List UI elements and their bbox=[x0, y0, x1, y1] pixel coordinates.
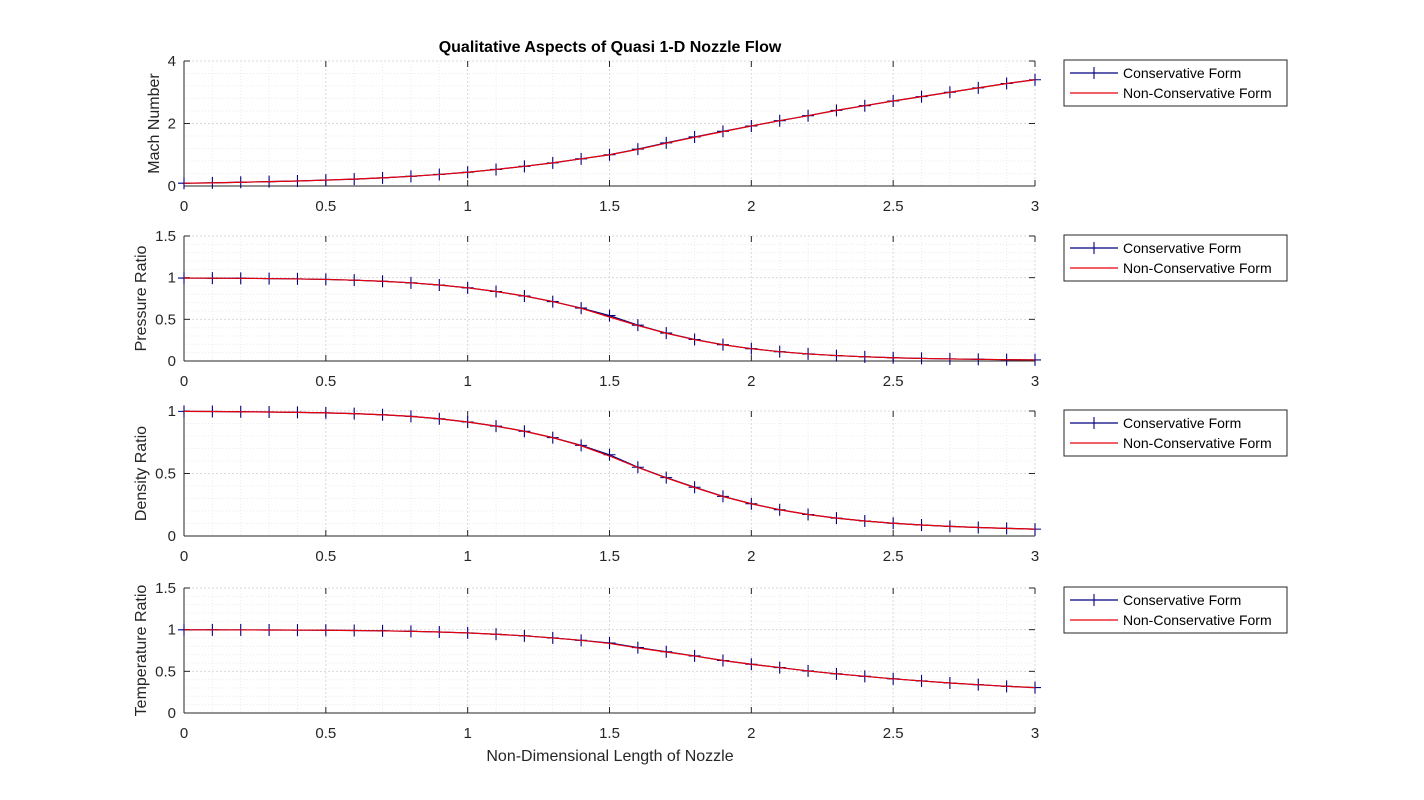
legend-box bbox=[1063, 586, 1288, 634]
x-tick-label: 1.5 bbox=[599, 548, 620, 565]
x-tick-label: 0.5 bbox=[315, 198, 336, 215]
legend-marker bbox=[1088, 242, 1100, 254]
x-tick-label: 3 bbox=[1031, 548, 1039, 565]
x-tick-label: 0 bbox=[180, 725, 188, 742]
subplot-2: 0 0.5 1 1.5 2 2.5 3 0 0.5 1 1.5 Pressure Ratio Conse… bbox=[133, 228, 1288, 390]
y-tick-label: 0 bbox=[168, 705, 176, 722]
y-tick-label: 0 bbox=[168, 353, 176, 370]
legend: Conservative Form Non-Conservative Form bbox=[1063, 234, 1288, 282]
y-tick-label: 1.5 bbox=[155, 228, 176, 245]
legend: Conservative Form Non-Conservative Form bbox=[1063, 586, 1288, 634]
legend-box bbox=[1063, 409, 1288, 457]
x-tick-label: 2 bbox=[747, 548, 755, 565]
x-tick-label: 0.5 bbox=[315, 373, 336, 390]
subplot-3: 0 0.5 1 1.5 2 2.5 3 0 0.5 1 Density Ratio Conservat… bbox=[133, 403, 1288, 565]
legend-marker bbox=[1088, 417, 1100, 429]
x-tick-label: 1.5 bbox=[599, 373, 620, 390]
legend-marker bbox=[1088, 67, 1100, 79]
series-line-non-conservative bbox=[183, 277, 1036, 361]
y-tick-label: 1 bbox=[168, 270, 176, 287]
x-tick-label: 0 bbox=[180, 198, 188, 215]
y-tick-label: 2 bbox=[168, 116, 176, 133]
series-line-non-conservative bbox=[183, 79, 1036, 184]
x-tick-label: 0.5 bbox=[315, 725, 336, 742]
y-tick-label: 0.5 bbox=[155, 663, 176, 680]
x-tick-label: 0 bbox=[180, 548, 188, 565]
y-axis-label: Pressure Ratio bbox=[133, 245, 150, 351]
subplot-1: 0 0.5 1 1.5 2 2.5 3 0 2 4 Mach Number Conservative … bbox=[146, 53, 1288, 215]
x-tick-label: 3 bbox=[1031, 198, 1039, 215]
legend-entry-label: Non-Conservative Form bbox=[1123, 435, 1272, 451]
x-tick-label: 1 bbox=[463, 198, 471, 215]
x-tick-label: 2.5 bbox=[883, 198, 904, 215]
y-axis-label: Density Ratio bbox=[133, 426, 150, 521]
y-tick-label: 0 bbox=[168, 178, 176, 195]
y-tick-label: 1.5 bbox=[155, 580, 176, 597]
x-tick-label: 2.5 bbox=[883, 725, 904, 742]
x-tick-label: 2.5 bbox=[883, 373, 904, 390]
y-axis-label: Mach Number bbox=[146, 73, 163, 174]
legend-marker bbox=[1088, 594, 1100, 606]
x-tick-label: 2 bbox=[747, 198, 755, 215]
x-tick-label: 1 bbox=[463, 548, 471, 565]
series-line-non-conservative bbox=[183, 410, 1036, 530]
legend-entry-label: Conservative Form bbox=[1123, 592, 1241, 608]
legend: Conservative Form Non-Conservative Form bbox=[1063, 59, 1288, 107]
x-tick-label: 2 bbox=[747, 725, 755, 742]
legend-box bbox=[1063, 59, 1288, 107]
x-tick-label: 2 bbox=[747, 373, 755, 390]
legend-entry-label: Non-Conservative Form bbox=[1123, 612, 1272, 628]
y-tick-label: 0 bbox=[168, 528, 176, 545]
x-tick-label: 0 bbox=[180, 373, 188, 390]
x-tick-label: 3 bbox=[1031, 373, 1039, 390]
figure-title: Qualitative Aspects of Quasi 1-D Nozzle … bbox=[439, 39, 782, 56]
y-tick-label: 1 bbox=[168, 622, 176, 639]
y-tick-label: 0.5 bbox=[155, 311, 176, 328]
x-tick-label: 0.5 bbox=[315, 548, 336, 565]
x-axis-label: Non-Dimensional Length of Nozzle bbox=[486, 748, 733, 765]
subplot-panels: 0 0.5 1 1.5 2 2.5 3 0 2 4 Mach Number Conservative … bbox=[133, 53, 1288, 742]
legend-box bbox=[1063, 234, 1288, 282]
series-line-non-conservative bbox=[184, 629, 1036, 689]
x-tick-label: 3 bbox=[1031, 725, 1039, 742]
x-tick-label: 1 bbox=[463, 725, 471, 742]
legend-entry-label: Conservative Form bbox=[1123, 65, 1241, 81]
legend-entry-label: Non-Conservative Form bbox=[1123, 260, 1272, 276]
legend-entry-label: Conservative Form bbox=[1123, 415, 1241, 431]
x-tick-label: 1 bbox=[463, 373, 471, 390]
legend-entry-label: Conservative Form bbox=[1123, 240, 1241, 256]
x-tick-label: 1.5 bbox=[599, 198, 620, 215]
y-tick-label: 4 bbox=[168, 53, 176, 70]
y-tick-label: 1 bbox=[168, 403, 176, 420]
legend: Conservative Form Non-Conservative Form bbox=[1063, 409, 1288, 457]
legend-entry-label: Non-Conservative Form bbox=[1123, 85, 1272, 101]
y-axis-label: Temperature Ratio bbox=[133, 585, 150, 717]
y-tick-label: 0.5 bbox=[155, 466, 176, 483]
subplot-4: 0 0.5 1 1.5 2 2.5 3 0 0.5 1 1.5 Temperature Ratio Co… bbox=[133, 580, 1288, 742]
x-tick-label: 2.5 bbox=[883, 548, 904, 565]
x-tick-label: 1.5 bbox=[599, 725, 620, 742]
